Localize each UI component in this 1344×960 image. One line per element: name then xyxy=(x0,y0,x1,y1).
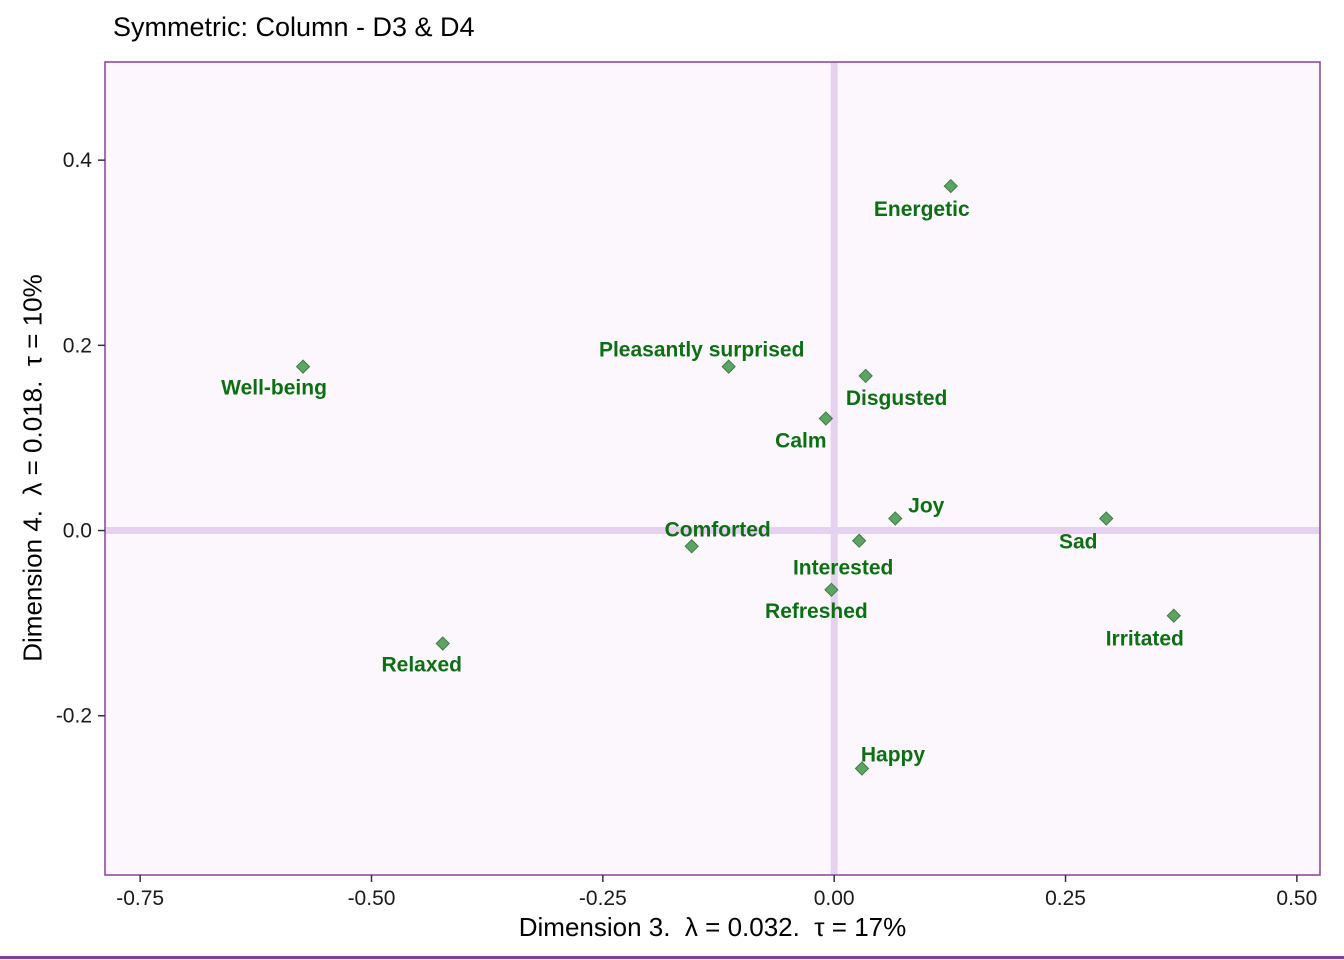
data-point-marker xyxy=(684,539,699,554)
data-point-label: Sad xyxy=(1059,531,1098,554)
plot-panel xyxy=(105,62,1320,875)
data-point-marker xyxy=(435,636,450,651)
data-point-marker xyxy=(943,178,958,194)
data-point-marker xyxy=(854,761,870,776)
data-point-label: Comforted xyxy=(665,518,771,541)
y-tick-label: 0.2 xyxy=(63,334,92,357)
x-tick-label: -0.50 xyxy=(348,887,396,910)
data-point-marker xyxy=(888,511,903,526)
data-point-marker xyxy=(858,368,873,384)
data-point-marker xyxy=(721,359,736,374)
data-point-marker xyxy=(851,533,867,548)
data-point-label: Refreshed xyxy=(765,600,868,623)
x-axis-label: Dimension 3. λ = 0.032. τ = 17% xyxy=(518,912,907,942)
x-tick-label: 0.25 xyxy=(1045,887,1086,910)
data-point-label: Irritated xyxy=(1106,628,1184,651)
data-point-label: Relaxed xyxy=(381,654,462,677)
data-point-marker xyxy=(818,411,834,426)
data-point-marker xyxy=(824,582,839,598)
data-point-label: Interested xyxy=(793,557,893,580)
data-point-label: Calm xyxy=(775,429,826,452)
data-point-label: Happy xyxy=(861,744,926,767)
bottom-border-line xyxy=(0,956,1344,959)
y-tick-label: -0.2 xyxy=(56,705,92,728)
x-tick-label: 0.00 xyxy=(814,887,855,910)
y-tick-label: 0.4 xyxy=(63,149,93,172)
data-point-label: Energetic xyxy=(874,198,970,221)
x-tick-label: -0.25 xyxy=(579,887,627,910)
data-point-label: Pleasantly surprised xyxy=(599,339,804,362)
data-point-marker xyxy=(295,359,311,374)
data-point-marker xyxy=(1166,608,1181,623)
y-axis-label: Dimension 4. λ = 0.018. τ = 10% xyxy=(17,274,48,662)
chart-title: Symmetric: Column - D3 & D4 xyxy=(113,12,475,42)
data-point-label: Well-being xyxy=(221,377,327,400)
x-tick-label: 0.50 xyxy=(1276,887,1317,910)
data-point-label: Joy xyxy=(908,495,945,518)
plot-panel-border xyxy=(104,61,1321,876)
x-tick-label: -0.75 xyxy=(116,887,164,910)
data-point-marker xyxy=(1099,511,1114,526)
y-tick-label: 0.0 xyxy=(63,520,92,543)
data-point-label: Disgusted xyxy=(846,387,948,410)
